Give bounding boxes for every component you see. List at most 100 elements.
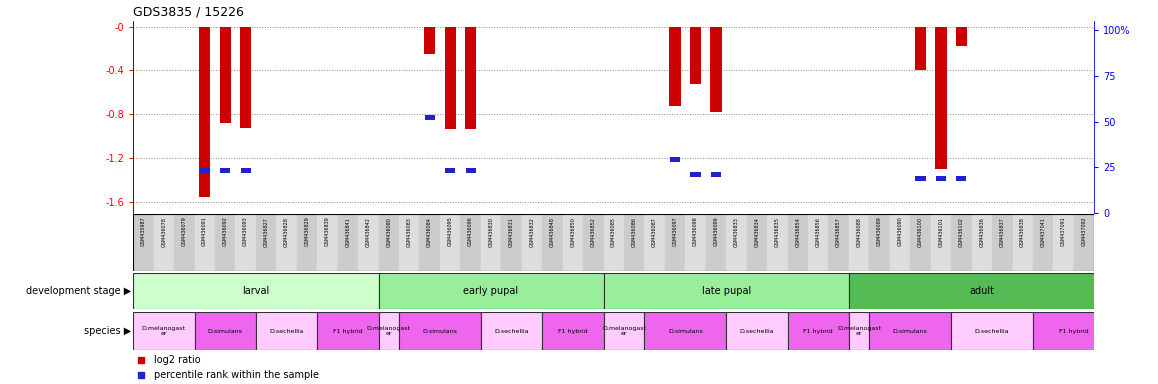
Text: GSM436098: GSM436098: [692, 217, 698, 247]
Bar: [400, 214, 419, 271]
Bar: [1054, 214, 1073, 271]
Bar: [955, 26, 967, 46]
Bar: [133, 312, 195, 350]
Text: F1 hybrid: F1 hybrid: [334, 328, 362, 334]
Bar: [215, 214, 235, 271]
Text: larval: larval: [242, 286, 270, 296]
Bar: [705, 214, 726, 271]
Bar: [195, 214, 215, 271]
Bar: [501, 214, 522, 271]
Text: GSM436842: GSM436842: [366, 217, 371, 247]
Bar: [644, 312, 726, 350]
Text: GSM436833: GSM436833: [734, 217, 739, 247]
Text: GSM436839: GSM436839: [325, 217, 330, 247]
Bar: [199, 26, 211, 197]
Text: GSM436836: GSM436836: [980, 217, 984, 247]
Bar: [951, 312, 1033, 350]
Bar: [584, 214, 603, 271]
Bar: [603, 273, 849, 309]
Bar: [358, 214, 379, 271]
Bar: [644, 214, 665, 271]
Bar: [466, 169, 476, 173]
Bar: [828, 214, 849, 271]
Bar: [317, 214, 338, 271]
Bar: [400, 312, 481, 350]
Text: GSM436099: GSM436099: [713, 217, 718, 247]
Bar: [379, 312, 400, 350]
Text: GSM436088: GSM436088: [857, 217, 862, 247]
Bar: [563, 214, 584, 271]
Text: D.melanogast
er: D.melanogast er: [602, 326, 646, 336]
Text: GSM437041: GSM437041: [1041, 217, 1046, 247]
Bar: [916, 176, 925, 181]
Text: GSM436089: GSM436089: [877, 217, 882, 247]
Text: GSM436078: GSM436078: [161, 217, 167, 247]
Bar: [889, 214, 910, 271]
Text: D.melanogast
er: D.melanogast er: [367, 326, 411, 336]
Text: GSM436096: GSM436096: [468, 217, 474, 247]
Bar: [379, 273, 603, 309]
Text: GSM436090: GSM436090: [897, 217, 902, 247]
Bar: [379, 214, 400, 271]
Bar: [603, 312, 644, 350]
Bar: [195, 312, 256, 350]
Bar: [931, 214, 951, 271]
Text: D.simulans: D.simulans: [893, 328, 928, 334]
Bar: [849, 214, 870, 271]
Text: GSM436838: GSM436838: [1020, 217, 1025, 247]
Bar: [220, 26, 230, 123]
Bar: [1073, 214, 1094, 271]
Text: F1 hybrid: F1 hybrid: [1060, 328, 1089, 334]
Text: GSM436850: GSM436850: [571, 217, 576, 247]
Bar: [870, 214, 889, 271]
Bar: [726, 214, 747, 271]
Text: GSM437091: GSM437091: [1061, 217, 1067, 247]
Bar: [690, 172, 701, 177]
Bar: [445, 169, 455, 173]
Bar: [133, 214, 154, 271]
Text: log2 ratio: log2 ratio: [154, 356, 200, 366]
Text: D.sechellia: D.sechellia: [494, 328, 529, 334]
Text: GSM436830: GSM436830: [489, 217, 493, 247]
Text: GSM436857: GSM436857: [836, 217, 841, 247]
Bar: [425, 115, 434, 119]
Bar: [445, 26, 456, 129]
Text: D.simulans: D.simulans: [207, 328, 243, 334]
Bar: [992, 214, 1012, 271]
Text: GSM436087: GSM436087: [652, 217, 657, 247]
Text: D.melanogast
er: D.melanogast er: [837, 326, 881, 336]
Bar: [542, 214, 563, 271]
Bar: [665, 214, 686, 271]
Bar: [624, 214, 644, 271]
Bar: [256, 312, 317, 350]
Text: GSM436835: GSM436835: [775, 217, 779, 247]
Text: D.sechellia: D.sechellia: [270, 328, 303, 334]
Text: early pupal: early pupal: [463, 286, 519, 296]
Bar: [419, 214, 440, 271]
Bar: [910, 214, 931, 271]
Bar: [240, 26, 251, 127]
Bar: [220, 169, 230, 173]
Bar: [424, 26, 435, 54]
Bar: [849, 312, 870, 350]
Text: GSM436101: GSM436101: [938, 217, 944, 247]
Bar: [466, 26, 476, 129]
Text: late pupal: late pupal: [702, 286, 750, 296]
Text: D.sechellia: D.sechellia: [975, 328, 1010, 334]
Bar: [133, 273, 379, 309]
Text: GSM437092: GSM437092: [1082, 217, 1086, 247]
Text: GSM436837: GSM436837: [999, 217, 1005, 247]
Bar: [338, 214, 358, 271]
Bar: [787, 312, 849, 350]
Bar: [256, 214, 277, 271]
Text: GSM436834: GSM436834: [754, 217, 760, 247]
Text: GSM436831: GSM436831: [510, 217, 514, 247]
Bar: [481, 214, 501, 271]
Bar: [1033, 312, 1115, 350]
Bar: [915, 26, 926, 71]
Bar: [767, 214, 787, 271]
Text: GSM436854: GSM436854: [796, 217, 800, 247]
Bar: [440, 214, 461, 271]
Bar: [711, 172, 721, 177]
Text: GSM436852: GSM436852: [591, 217, 595, 247]
